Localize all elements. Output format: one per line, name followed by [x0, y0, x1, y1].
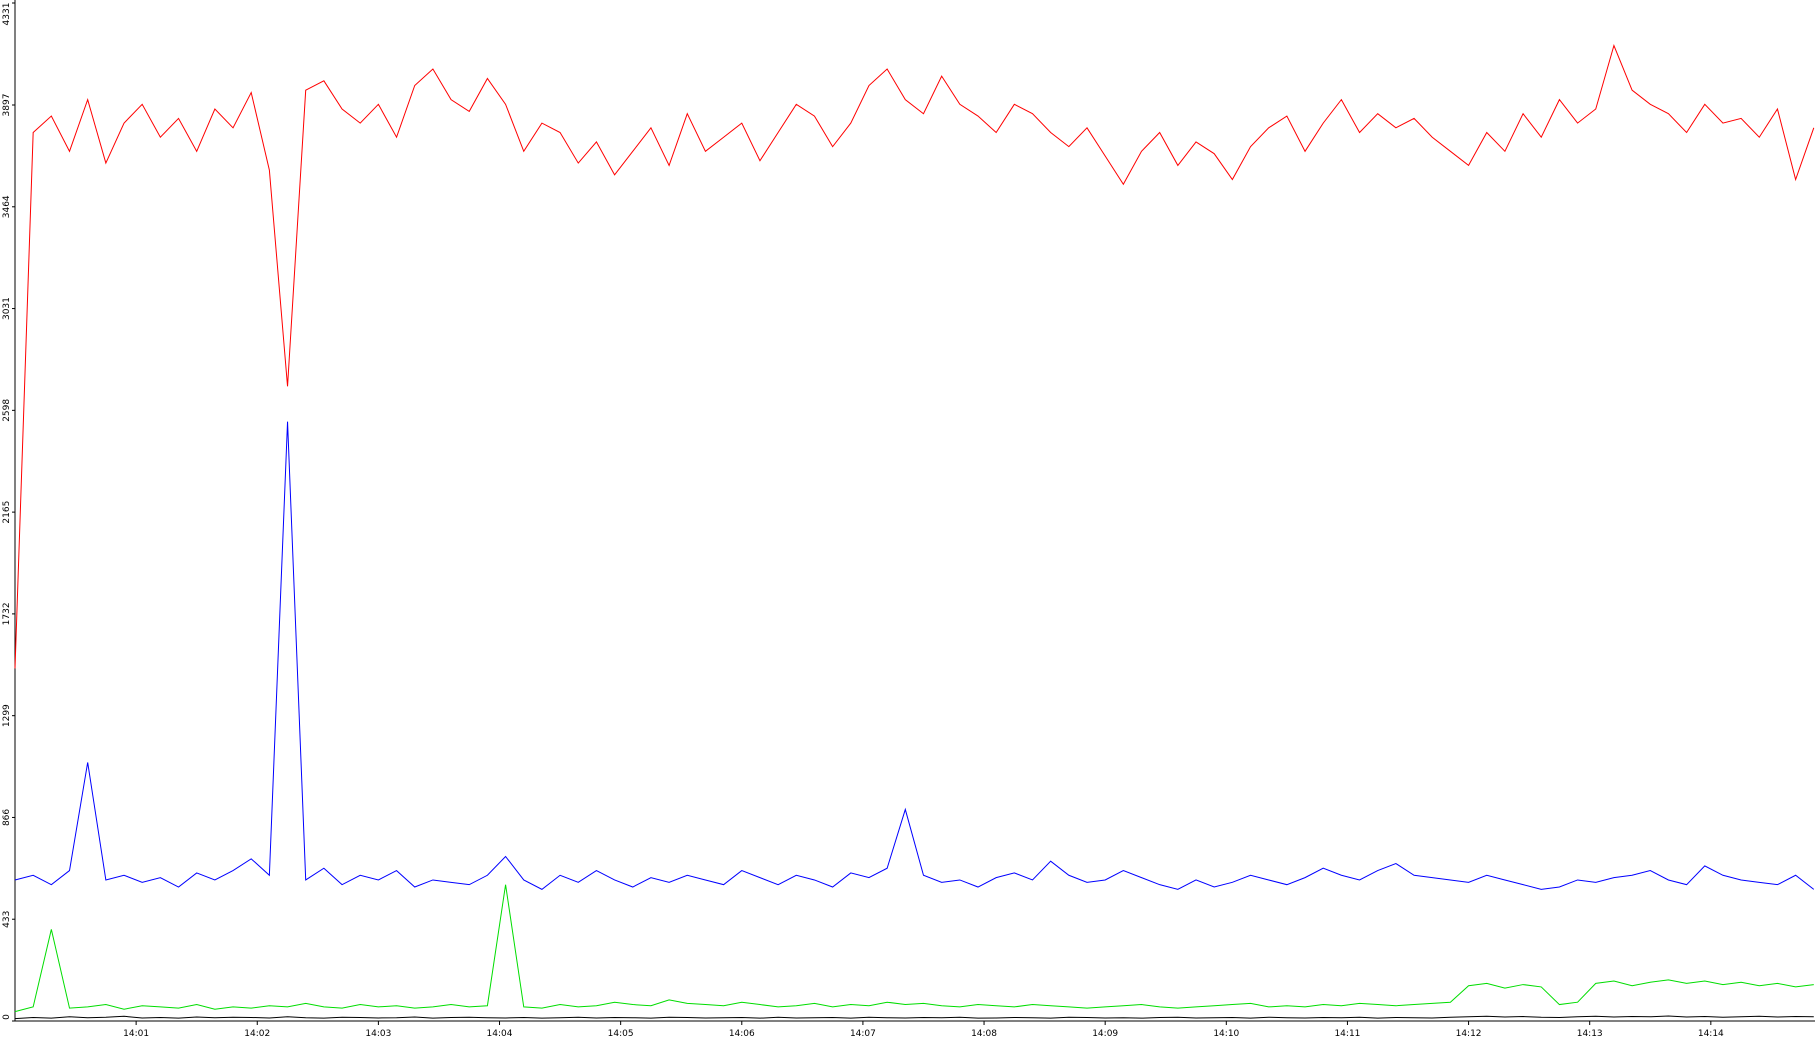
y-tick-label: 3031	[2, 297, 12, 320]
x-tick-label: 14:08	[971, 1029, 997, 1039]
series-line	[14, 884, 1814, 1013]
series-line	[14, 44, 1815, 669]
y-tick-label: 2165	[2, 501, 12, 524]
series-line	[14, 1015, 1814, 1020]
x-tick-label: 14:07	[850, 1029, 876, 1039]
y-tick-label: 4331	[2, 3, 12, 26]
x-tick-label: 14:06	[729, 1029, 755, 1039]
series-line	[14, 421, 1815, 890]
y-tick-label: 1732	[2, 602, 12, 625]
x-tick-label: 14:10	[1213, 1029, 1239, 1039]
x-tick-label: 14:12	[1456, 1029, 1482, 1039]
x-tick-label: 14:04	[487, 1029, 513, 1039]
x-tick-label: 14:05	[608, 1029, 634, 1039]
x-tick-label: 14:14	[1698, 1029, 1724, 1039]
y-tick-label: 3897	[2, 94, 12, 117]
x-tick-label: 14:03	[365, 1029, 391, 1039]
x-tick-label: 14:01	[123, 1029, 149, 1039]
y-tick-label: 3464	[2, 195, 12, 218]
y-tick-label: 433	[2, 911, 12, 928]
y-tick-label: 2598	[2, 399, 12, 422]
y-tick-label: 866	[2, 809, 12, 826]
x-tick-label: 14:02	[244, 1029, 270, 1039]
x-tick-label: 14:13	[1577, 1029, 1603, 1039]
x-tick-label: 14:11	[1334, 1029, 1360, 1039]
y-tick-label: 1299	[2, 704, 12, 727]
y-tick-label: 0	[2, 1014, 12, 1020]
x-tick-label: 14:09	[1092, 1029, 1118, 1039]
